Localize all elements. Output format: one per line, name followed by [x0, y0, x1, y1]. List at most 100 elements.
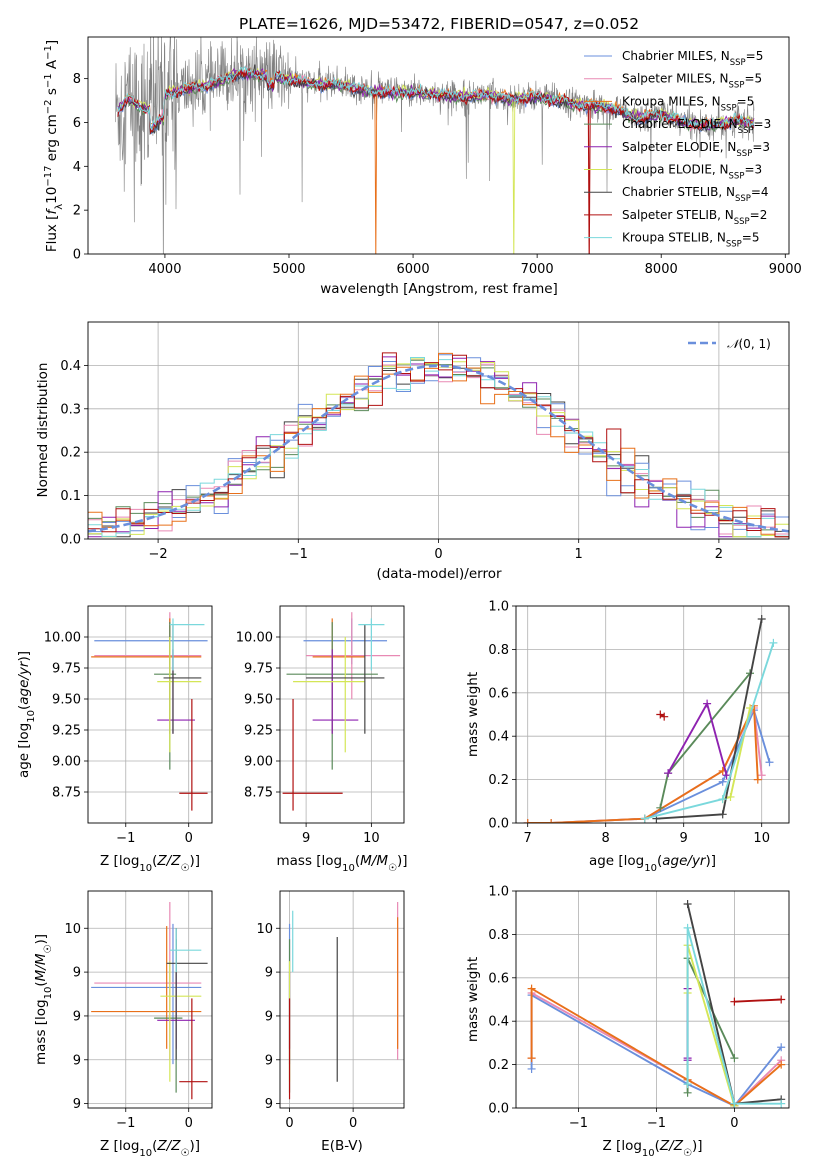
plus-marker [718, 777, 727, 786]
y-axis-label: age [log10(age/yr)] [16, 651, 37, 778]
y-tick-label: 0.6 [488, 686, 509, 701]
model-line [117, 67, 755, 254]
x-axis-label: Z [log10(Z/Z☉)] [100, 853, 200, 874]
legend-label: Salpeter MILES, NSSP=5 [622, 72, 762, 91]
panel-spectrum: 4000 5000 6000 7000 8000 9000 0 2 4 6 8 Chabrier MI… [43, 36, 802, 297]
y-tick-label: 9.25 [52, 724, 81, 739]
y-tick-label: 2 [73, 204, 81, 219]
panel-massweight-vs-age: 7 8 9 10 0.0 0.2 0.4 0.6 0.8 1.0 age [log10(age/yr… [465, 600, 790, 874]
plus-marker [765, 758, 774, 767]
y-tick-label: 9.25 [244, 724, 273, 739]
x-tick-label: 2 [715, 547, 723, 562]
plus-marker [640, 814, 649, 823]
plus-marker [703, 699, 712, 708]
plot-area [115, 37, 755, 254]
x-tick-label: 10 [753, 831, 770, 846]
x-tick-label: 4000 [148, 262, 181, 277]
plus-marker [753, 775, 762, 784]
x-tick-label: 0 [285, 1116, 293, 1131]
y-tick-label: 9 [73, 1097, 81, 1112]
y-tick-label: 8 [73, 72, 81, 87]
x-tick-label: 8 [602, 831, 610, 846]
plot-background [88, 37, 789, 254]
plot-area [91, 612, 208, 811]
x-axis-label: mass [log10(M/M☉)] [276, 853, 407, 874]
grid [280, 891, 404, 1108]
plus-marker [718, 810, 727, 819]
axes: 4000 5000 6000 7000 8000 9000 0 2 4 6 8 [73, 36, 802, 277]
legend-label: Salpeter STELIB, NSSP=2 [622, 208, 767, 227]
x-tick-label: 0 [185, 1116, 193, 1131]
axes: −1 −1 0 0.0 0.2 0.4 0.6 0.8 1.0 [488, 885, 790, 1131]
x-axis-label: Z [log10(Z/Z☉)] [100, 1138, 200, 1159]
plot-area [282, 612, 401, 811]
y-tick-label: 0.3 [60, 402, 81, 417]
plus-marker [656, 803, 665, 812]
y-tick-label: 10 [64, 922, 81, 937]
x-tick-label: 7000 [521, 262, 554, 277]
y-tick-label: 0.2 [60, 446, 81, 461]
axes-frame [279, 605, 405, 824]
x-axis-label: Z [log10(Z/Z☉)] [603, 1138, 703, 1159]
x-tick-label: −2 [149, 547, 168, 562]
plus-marker [527, 1064, 536, 1073]
plus-marker [726, 792, 735, 801]
weight-line [734, 998, 782, 1003]
panel-massweight-vs-Z: −1 −1 0 0.0 0.2 0.4 0.6 0.8 1.0 Z [log10(Z/Z☉)] ma… [465, 885, 790, 1159]
y-tick-label: 9.50 [244, 693, 273, 708]
histogram [88, 352, 789, 539]
plot-background [516, 891, 789, 1108]
y-tick-label: 6 [73, 116, 81, 131]
legend-label: Salpeter ELODIE, NSSP=3 [622, 140, 770, 159]
axes: 7 8 9 10 0.0 0.2 0.4 0.6 0.8 1.0 [488, 600, 790, 846]
legend-label: Kroupa ELODIE, NSSP=3 [622, 163, 762, 182]
x-tick-label: 9000 [769, 262, 802, 277]
histogram [88, 352, 789, 539]
axes-frame [87, 321, 790, 540]
axes: −1 0 8.75 9.00 9.25 9.50 9.75 10.00 [44, 605, 213, 846]
legend-label: Kroupa STELIB, NSSP=5 [622, 231, 760, 250]
y-tick-label: 0.4 [60, 359, 81, 374]
y-tick-label: 1.0 [488, 600, 509, 615]
y-axis-label: Flux [fλ10−17 erg cm−2 s−1 A−1] [43, 40, 65, 252]
axes-frame [279, 890, 405, 1109]
x-tick-label: 0 [434, 547, 442, 562]
x-tick-label: −1 [647, 1116, 666, 1131]
plus-marker [527, 984, 536, 993]
axes: −1 0 9 9 9 9 10 [64, 890, 213, 1131]
axes-frame [87, 605, 213, 824]
plus-marker [683, 923, 692, 932]
legend-label: Chabrier ELODIE, NSSP=3 [622, 117, 771, 136]
x-tick-label: 1 [575, 547, 583, 562]
plus-marker [777, 995, 786, 1004]
plus-marker [664, 769, 673, 778]
plus-marker [523, 819, 532, 823]
panel-age-vs-mass: 9 10 8.75 9.00 9.25 9.50 9.75 10.00 mass [log10(… [236, 605, 408, 874]
x-tick-label: −1 [569, 1116, 588, 1131]
x-tick-label: 10 [363, 831, 380, 846]
plus-marker [730, 1054, 739, 1063]
weight-line [527, 707, 771, 823]
plot-area [88, 352, 789, 539]
x-tick-label: 9 [302, 831, 310, 846]
x-axis-label: E(B-V) [321, 1138, 363, 1154]
plus-marker [730, 997, 739, 1006]
weight-line [527, 705, 759, 823]
legend-label: Kroupa MILES, NSSP=5 [622, 94, 754, 113]
y-tick-label: 9.00 [52, 755, 81, 770]
x-tick-label: −1 [289, 547, 308, 562]
y-tick-label: 0.2 [488, 1058, 509, 1073]
y-tick-label: 0.6 [488, 971, 509, 986]
y-tick-label: 9.00 [244, 755, 273, 770]
legend-label: Chabrier MILES, NSSP=5 [622, 49, 763, 68]
plus-marker [769, 638, 778, 647]
y-tick-label: 9.75 [52, 662, 81, 677]
axes: −2 −1 0 1 2 0.0 0.1 0.2 0.3 0.4 [60, 321, 790, 562]
plus-marker [683, 1080, 692, 1089]
x-tick-label: 9 [680, 831, 688, 846]
x-tick-label: 0 [730, 1116, 738, 1131]
axes-frame [515, 605, 790, 824]
plus-marker [547, 819, 556, 823]
